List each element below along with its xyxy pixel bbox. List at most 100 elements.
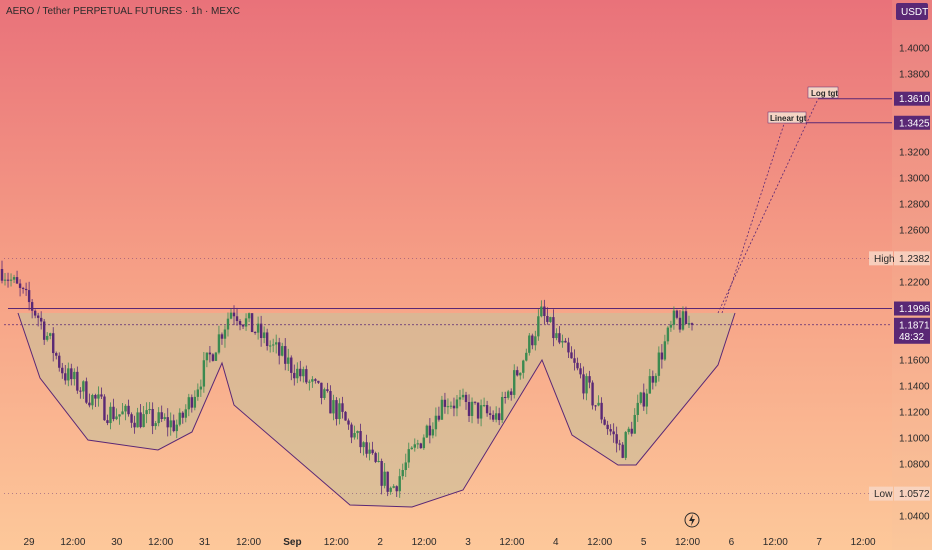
candle-body xyxy=(507,391,510,398)
candle-body xyxy=(302,369,305,377)
candle-body xyxy=(687,323,691,325)
candle-body xyxy=(410,447,413,450)
candle-body xyxy=(585,376,588,394)
candle-body xyxy=(317,380,320,383)
candle-body xyxy=(268,345,272,347)
candle-body xyxy=(651,376,655,383)
candle-body xyxy=(371,449,374,454)
candle-body xyxy=(73,371,76,380)
candle-body xyxy=(296,368,299,379)
candle-body xyxy=(389,487,392,492)
candle-body xyxy=(154,423,157,427)
inverse-head-and-shoulders-fill xyxy=(18,313,735,507)
candle-body xyxy=(522,360,525,373)
candle-body xyxy=(293,372,296,379)
currency-badge[interactable]: USDT xyxy=(901,7,928,18)
candle-body xyxy=(675,310,679,318)
candle-body xyxy=(534,336,537,346)
candle-body xyxy=(639,392,642,403)
candle-body xyxy=(100,394,103,397)
candle-body xyxy=(531,335,534,346)
candle-body xyxy=(594,405,597,407)
candle-body xyxy=(573,358,576,363)
candle-body xyxy=(582,374,585,394)
candle-body xyxy=(500,396,504,421)
candle-body xyxy=(196,389,200,397)
candle-body xyxy=(549,317,552,322)
candle-body xyxy=(226,318,230,330)
time-tick-label: 5 xyxy=(641,537,647,548)
candle-body xyxy=(58,355,61,368)
candle-body xyxy=(9,279,13,281)
price-tick-label: 1.1000 xyxy=(899,434,930,445)
candle-body xyxy=(543,306,546,317)
candle-body xyxy=(606,424,609,430)
price-tick-label: 1.3000 xyxy=(899,174,930,185)
pattern-outline xyxy=(17,312,736,508)
candle-body xyxy=(250,313,254,333)
candle-body xyxy=(413,444,416,448)
candle-body xyxy=(320,382,323,398)
candle-body xyxy=(323,389,326,398)
time-tick-label: Sep xyxy=(283,537,301,548)
time-axis: 29 12:00 30 12:00 31 12:00 Sep 12:00 2 12:00 3 12:0… xyxy=(23,537,876,548)
candle-body xyxy=(247,313,251,319)
candle-body xyxy=(482,405,486,407)
candle-body xyxy=(344,411,347,421)
candle-body xyxy=(52,333,55,354)
candle-body xyxy=(395,486,398,492)
candle-body xyxy=(21,287,25,289)
candle-body xyxy=(350,424,353,438)
candle-countdown: 48:32 xyxy=(899,332,924,343)
candle-body xyxy=(440,399,444,420)
candle-body xyxy=(452,405,456,409)
candle-body xyxy=(443,399,447,407)
price-tick-label: 1.2200 xyxy=(899,278,930,289)
candle-body xyxy=(115,416,118,420)
candle-body xyxy=(654,375,658,383)
candle-body xyxy=(229,312,233,319)
candle-body xyxy=(27,290,31,303)
level-price-label: 1.2382 xyxy=(899,254,930,265)
candle-body xyxy=(82,381,85,392)
candle-body xyxy=(326,389,329,392)
candle-body xyxy=(467,402,471,416)
time-tick-label: 12:00 xyxy=(587,537,612,548)
candle-body xyxy=(359,431,362,448)
candle-body xyxy=(407,449,410,463)
candle-body xyxy=(437,415,441,420)
low-name: Low xyxy=(874,489,893,500)
candle-body xyxy=(205,352,209,361)
candle-body xyxy=(368,449,371,454)
candle-body xyxy=(187,397,191,410)
lightning-icon[interactable] xyxy=(684,512,700,528)
candle-body xyxy=(513,370,516,395)
time-tick-label: 12:00 xyxy=(499,537,524,548)
candle-body xyxy=(600,402,603,420)
candle-body xyxy=(473,401,477,403)
candle-body xyxy=(434,415,438,430)
candle-body xyxy=(681,311,685,330)
current-price-label: 1.1871 xyxy=(899,320,930,331)
candle-body xyxy=(139,412,142,428)
candle-body xyxy=(591,382,594,406)
candle-body xyxy=(259,323,263,339)
candle-body xyxy=(597,402,600,406)
candle-body xyxy=(3,279,7,281)
currency-badge-bg[interactable] xyxy=(896,3,928,20)
candle-body xyxy=(305,369,308,383)
candle-body xyxy=(64,373,67,381)
candle-body xyxy=(392,486,395,488)
time-tick-label: 2 xyxy=(377,537,383,548)
candle-body xyxy=(335,400,338,420)
candle-body xyxy=(232,312,236,317)
candle-body xyxy=(308,381,311,383)
candle-body xyxy=(633,414,636,434)
price-tick-label: 1.1600 xyxy=(899,356,930,367)
candle-body xyxy=(657,352,661,376)
candle-body xyxy=(199,386,203,390)
candle-body xyxy=(6,279,10,281)
candle-body xyxy=(181,412,184,418)
candle-body xyxy=(561,340,564,343)
